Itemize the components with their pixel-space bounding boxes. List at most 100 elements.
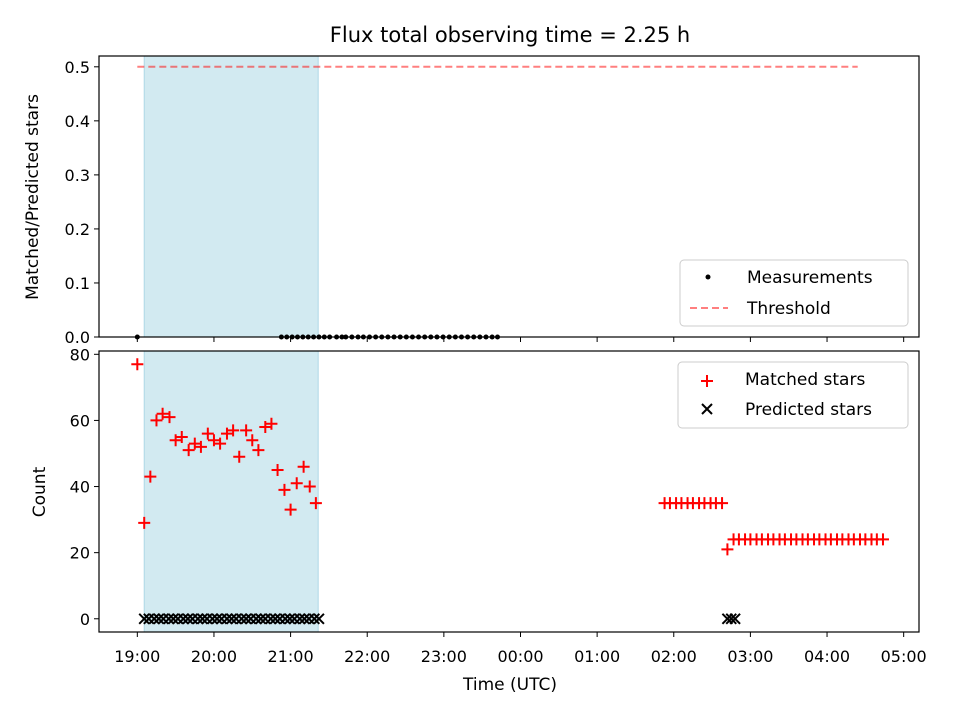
matched-point bbox=[163, 411, 176, 424]
matched-point bbox=[278, 483, 291, 496]
matched-point bbox=[721, 543, 734, 556]
top-legend-box bbox=[679, 259, 909, 327]
matched-point bbox=[144, 470, 157, 483]
predicted-point bbox=[153, 613, 165, 625]
matched-point bbox=[259, 421, 272, 434]
chart-title: Flux total observing time = 2.25 h bbox=[330, 23, 690, 47]
matched-point bbox=[194, 440, 207, 453]
predicted-point bbox=[250, 613, 262, 625]
x-tick-label: 21:00 bbox=[268, 647, 314, 666]
matched-point bbox=[227, 424, 240, 437]
y-tick-label: 0.2 bbox=[65, 220, 90, 239]
x-tick-label: 03:00 bbox=[727, 647, 773, 666]
y-tick-label: 80 bbox=[70, 345, 90, 364]
x-axis-label: Time (UTC) bbox=[462, 675, 557, 695]
predicted-point bbox=[148, 613, 160, 625]
x-tick-label: 23:00 bbox=[421, 647, 467, 666]
legend-measurement-marker bbox=[705, 274, 711, 280]
plot-frame bbox=[98, 55, 920, 338]
predicted-point bbox=[211, 613, 223, 625]
x-tick-label: 19:00 bbox=[114, 647, 160, 666]
plot-frame bbox=[98, 350, 920, 633]
predicted-point bbox=[298, 613, 311, 625]
predicted-point bbox=[138, 613, 150, 625]
matched-point bbox=[284, 503, 297, 516]
matched-point bbox=[150, 414, 163, 427]
matched-point bbox=[138, 516, 151, 529]
shaded-interval bbox=[143, 55, 319, 338]
bottom-y-axis-label: Count bbox=[30, 466, 50, 517]
predicted-point bbox=[177, 613, 190, 625]
predicted-point bbox=[240, 613, 252, 625]
matched-point bbox=[252, 444, 265, 457]
y-tick-label: 20 bbox=[70, 544, 90, 563]
predicted-point bbox=[725, 613, 737, 625]
top-y-axis-label: Matched/Predicted stars bbox=[23, 94, 43, 300]
x-tick-label: 20:00 bbox=[191, 647, 237, 666]
bottom-panel: 0 20 40 60 80 19:00 20:00 21:00 22:00 23:00 00:00 0… bbox=[70, 345, 927, 666]
predicted-point bbox=[182, 613, 194, 625]
matched-point bbox=[233, 450, 246, 463]
matched-point bbox=[271, 464, 284, 477]
bottom-legend-box bbox=[677, 361, 909, 429]
matched-point bbox=[214, 437, 227, 450]
y-tick-label: 60 bbox=[70, 411, 90, 430]
matched-point bbox=[156, 407, 169, 420]
matched-point bbox=[220, 427, 233, 440]
x-tick-label: 22:00 bbox=[344, 647, 390, 666]
matched-point bbox=[188, 437, 201, 450]
matched-point bbox=[290, 477, 303, 490]
legend-predicted-marker bbox=[701, 403, 713, 415]
matched-point bbox=[175, 430, 188, 443]
matched-point bbox=[876, 533, 889, 546]
shaded-interval bbox=[143, 350, 319, 633]
predicted-point bbox=[221, 613, 233, 625]
y-tick-label: 0.0 bbox=[65, 328, 90, 347]
predicted-point bbox=[284, 613, 296, 625]
matched-point bbox=[169, 434, 182, 447]
matched-point bbox=[297, 460, 310, 473]
predicted-point bbox=[308, 613, 321, 625]
x-tick-label: 05:00 bbox=[881, 647, 927, 666]
top-legend: Measurements Threshold bbox=[679, 259, 909, 327]
predicted-point bbox=[163, 613, 175, 625]
predicted-point bbox=[192, 613, 204, 625]
x-tick-label: 02:00 bbox=[651, 647, 697, 666]
legend-threshold-label: Threshold bbox=[746, 299, 831, 319]
matched-point bbox=[207, 434, 220, 447]
matched-point bbox=[303, 480, 316, 493]
top-panel: 0.0 0.1 0.2 0.3 0.4 0.5 bbox=[65, 55, 920, 347]
predicted-point bbox=[206, 613, 219, 625]
predicted-point bbox=[264, 613, 277, 625]
matched-point bbox=[182, 444, 195, 457]
predicted-point bbox=[254, 613, 267, 625]
legend-matched-marker bbox=[701, 375, 713, 387]
matched-point bbox=[131, 358, 144, 371]
predicted-point bbox=[294, 613, 306, 625]
x-tick-label: 01:00 bbox=[574, 647, 620, 666]
x-tick-label: 04:00 bbox=[804, 647, 850, 666]
legend-predicted-label: Predicted stars bbox=[745, 400, 872, 420]
bottom-legend: Matched stars Predicted stars bbox=[677, 361, 909, 429]
predicted-point bbox=[235, 613, 248, 625]
matched-point bbox=[265, 417, 278, 430]
matched-point bbox=[716, 497, 729, 510]
matched-point bbox=[246, 434, 259, 447]
y-tick-label: 0.4 bbox=[65, 112, 90, 131]
matched-point bbox=[201, 427, 214, 440]
y-tick-label: 0.3 bbox=[65, 166, 90, 185]
x-tick-label: 00:00 bbox=[497, 647, 543, 666]
predicted-point bbox=[225, 613, 238, 625]
predicted-point bbox=[313, 613, 325, 625]
predicted-point bbox=[167, 613, 180, 625]
predicted-point bbox=[269, 613, 281, 625]
legend-matched-label: Matched stars bbox=[745, 370, 865, 390]
y-tick-label: 40 bbox=[70, 478, 90, 497]
predicted-point bbox=[196, 613, 209, 625]
y-tick-label: 0.5 bbox=[65, 58, 90, 77]
predicted-point bbox=[279, 613, 291, 625]
predicted-point bbox=[729, 613, 741, 625]
legend-measurements-label: Measurements bbox=[747, 268, 873, 288]
matched-point bbox=[240, 424, 253, 437]
